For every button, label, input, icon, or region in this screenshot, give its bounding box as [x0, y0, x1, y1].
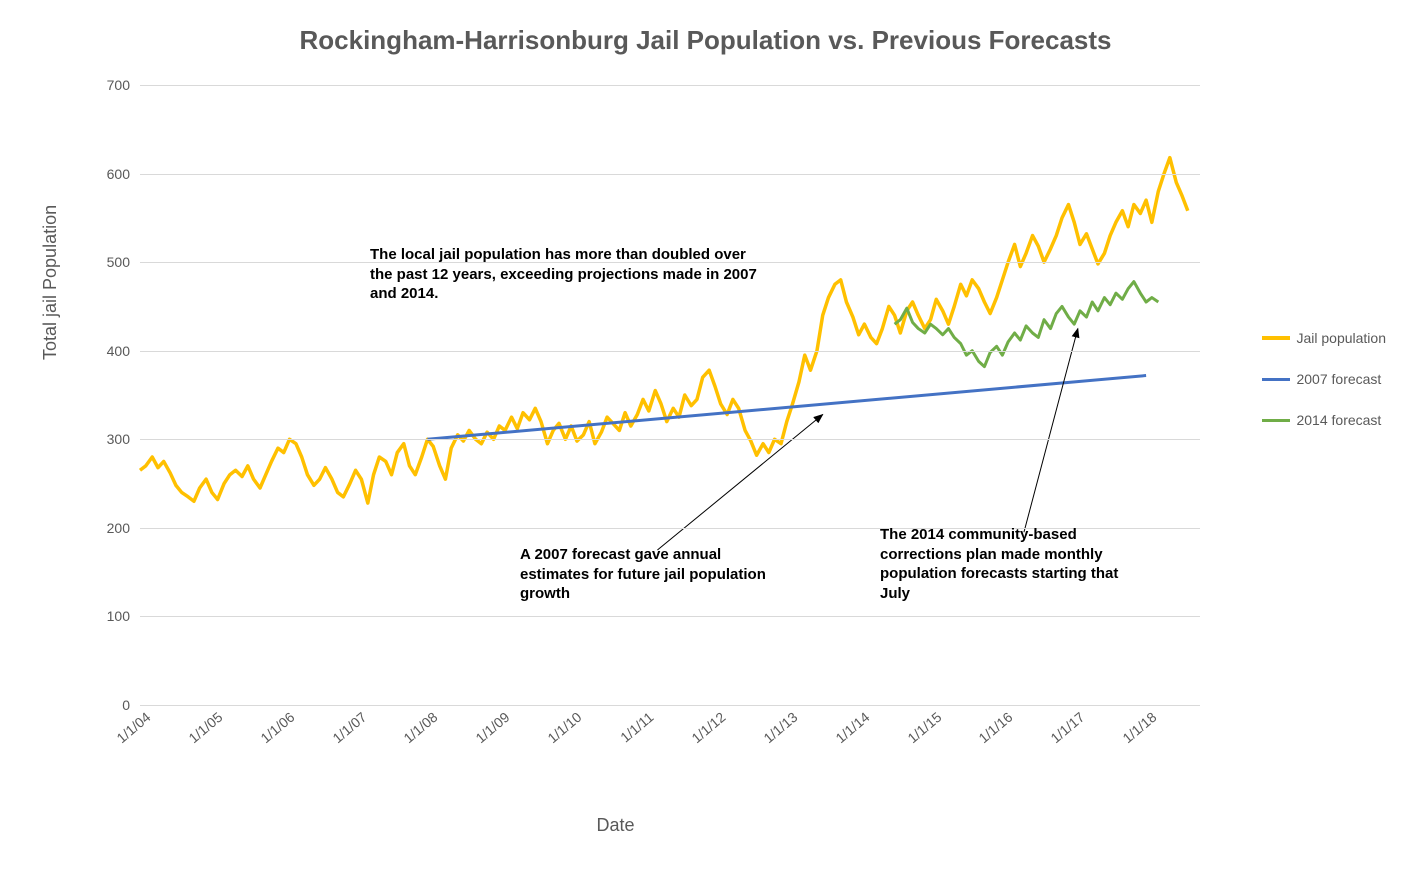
annotation-text: A 2007 forecast gave annual estimates fo…: [520, 545, 780, 604]
chart-title: Rockingham-Harrisonburg Jail Population …: [20, 25, 1391, 56]
x-axis-label: Date: [20, 815, 1211, 836]
y-tick-label: 200: [80, 520, 140, 536]
chart-svg: [140, 85, 1200, 705]
gridline: [140, 705, 1200, 706]
x-tick-label: 1/1/12: [677, 705, 729, 753]
legend-swatch: [1262, 419, 1290, 422]
gridline: [140, 174, 1200, 175]
series-line: [895, 282, 1159, 367]
x-tick-label: 1/1/14: [820, 705, 872, 753]
x-tick-label: 1/1/11: [605, 705, 657, 753]
y-tick-label: 0: [80, 697, 140, 713]
x-tick-label: 1/1/15: [892, 705, 944, 753]
legend-label: 2007 forecast: [1296, 371, 1381, 387]
legend-label: 2014 forecast: [1296, 412, 1381, 428]
gridline: [140, 351, 1200, 352]
y-tick-label: 600: [80, 166, 140, 182]
x-tick-label: 1/1/16: [964, 705, 1016, 753]
legend-item: 2014 forecast: [1262, 412, 1386, 428]
x-tick-label: 1/1/07: [317, 705, 369, 753]
legend: Jail population 2007 forecast 2014 forecas…: [1262, 330, 1386, 453]
annotation-arrow: [657, 414, 822, 550]
gridline: [140, 439, 1200, 440]
plot-area: 01002003004005006007001/1/041/1/051/1/06…: [140, 85, 1200, 705]
y-tick-label: 100: [80, 608, 140, 624]
y-tick-label: 300: [80, 431, 140, 447]
annotation-text: The local jail population has more than …: [370, 245, 765, 304]
legend-label: Jail population: [1296, 330, 1386, 346]
x-tick-label: 1/1/06: [245, 705, 297, 753]
x-tick-label: 1/1/10: [533, 705, 585, 753]
x-tick-label: 1/1/18: [1108, 705, 1160, 753]
annotation-arrow: [1024, 329, 1078, 533]
y-tick-label: 700: [80, 77, 140, 93]
legend-item: Jail population: [1262, 330, 1386, 346]
legend-swatch: [1262, 378, 1290, 381]
x-tick-label: 1/1/05: [174, 705, 226, 753]
legend-item: 2007 forecast: [1262, 371, 1386, 387]
x-tick-label: 1/1/09: [461, 705, 513, 753]
y-tick-label: 500: [80, 254, 140, 270]
legend-swatch: [1262, 336, 1290, 340]
x-tick-label: 1/1/17: [1036, 705, 1088, 753]
y-axis-label: Total jail Population: [40, 205, 61, 360]
gridline: [140, 616, 1200, 617]
gridline: [140, 85, 1200, 86]
x-tick-label: 1/1/08: [389, 705, 441, 753]
y-tick-label: 400: [80, 343, 140, 359]
annotation-text: The 2014 community-based corrections pla…: [880, 525, 1140, 603]
x-tick-label: 1/1/13: [748, 705, 800, 753]
chart-container: Rockingham-Harrisonburg Jail Population …: [20, 20, 1391, 851]
